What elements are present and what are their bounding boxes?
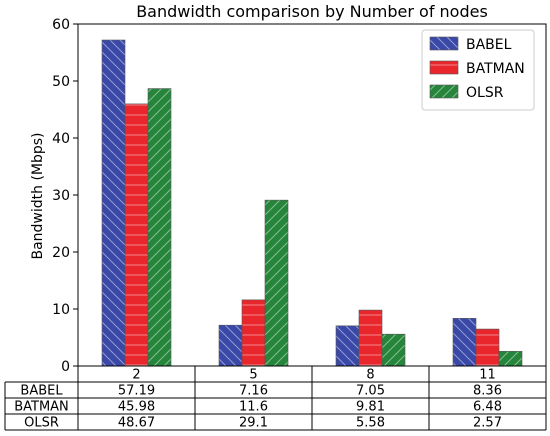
bar-batman-11 [475, 328, 500, 367]
data-table: 2 5 8 11 BABEL 57.19 7.16 7.05 8.36 BATMAN 45.98 11… [4, 365, 547, 431]
y-tick-label: 0 [61, 359, 70, 375]
bar-olsr-11 [498, 351, 523, 367]
y-tick-label: 30 [52, 188, 70, 204]
legend-label-batman: BATMAN [466, 61, 525, 77]
table-cell: 8.36 [473, 384, 502, 399]
x-tick-label: 2 [132, 368, 140, 383]
y-axis-label: Bandwidth (Mbps) [30, 132, 46, 259]
legend-swatch-batman [429, 60, 459, 75]
legend-label-olsr: OLSR [466, 85, 504, 101]
y-tick-label: 10 [52, 302, 70, 318]
x-tick-label: 8 [366, 368, 374, 383]
legend-label-babel: BABEL [466, 37, 512, 53]
bar-babel-5 [218, 324, 243, 367]
chart-title: Bandwidth comparison by Number of nodes [136, 2, 488, 21]
table-row-label: OLSR [24, 416, 59, 431]
y-tick-label: 60 [52, 17, 70, 33]
y-ticks: 0 10 20 30 40 50 60 [52, 17, 78, 375]
table-cell: 45.98 [118, 400, 155, 415]
table-cell: 9.81 [356, 400, 385, 415]
table-cell: 6.48 [473, 400, 502, 415]
table-cell: 57.19 [118, 384, 155, 399]
table-row-label: BATMAN [14, 400, 69, 415]
y-tick-label: 50 [52, 74, 70, 90]
bar-babel-2 [101, 39, 126, 367]
table-cell: 11.6 [239, 400, 268, 415]
table-cell: 7.16 [239, 384, 268, 399]
table-cell: 2.57 [473, 416, 502, 431]
legend-swatch-olsr [429, 84, 459, 99]
bar-olsr-8 [381, 333, 406, 367]
table-cell: 7.05 [356, 384, 385, 399]
bar-olsr-5 [264, 199, 289, 367]
y-tick-label: 40 [52, 131, 70, 147]
y-tick-label: 20 [52, 245, 70, 261]
table-cell: 5.58 [356, 416, 385, 431]
table-cell: 48.67 [118, 416, 155, 431]
bar-batman-5 [241, 299, 266, 367]
legend-swatch-babel [429, 36, 459, 51]
bar-batman-8 [358, 309, 383, 367]
bar-babel-11 [452, 318, 477, 367]
x-tick-label: 5 [249, 368, 257, 383]
bars [101, 39, 523, 367]
table-row-label: BABEL [20, 384, 63, 399]
bar-olsr-2 [147, 88, 172, 367]
bar-babel-8 [335, 325, 360, 367]
bar-batman-2 [124, 103, 149, 367]
table-cell: 29.1 [239, 416, 268, 431]
legend: BABEL BATMAN OLSR [421, 29, 535, 111]
x-tick-label: 11 [479, 368, 496, 383]
